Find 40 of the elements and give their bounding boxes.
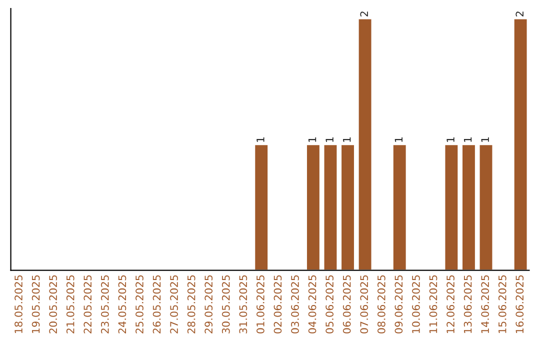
x-tick-label: 31.05.2025 <box>239 275 248 334</box>
data-label: 1 <box>464 137 472 142</box>
x-tick-label: 14.06.2025 <box>481 275 490 333</box>
x-tick-label: 15.06.2025 <box>498 275 506 333</box>
x-tick-label: 26.05.2025 <box>152 275 161 334</box>
x-tick-label: 06.06.2025 <box>342 275 351 334</box>
data-label: 1 <box>326 137 334 142</box>
data-label: 1 <box>481 137 489 142</box>
x-tick-label: 29.05.2025 <box>204 275 213 334</box>
x-tick-label: 18.05.2025 <box>14 275 22 333</box>
data-label: 2 <box>360 12 368 16</box>
data-label: 1 <box>256 137 264 142</box>
x-tick-label: 30.05.2025 <box>222 275 230 334</box>
x-tick-label: 22.05.2025 <box>84 275 92 334</box>
x-tick-label: 13.06.2025 <box>464 275 472 333</box>
x-tick-label: 11.06.2025 <box>429 275 438 333</box>
x-tick-label: 27.05.2025 <box>170 275 178 334</box>
x-tick-label: 19.05.2025 <box>32 275 40 333</box>
x-tick-label: 05.06.2025 <box>326 275 334 334</box>
x-tick-label: 28.05.2025 <box>187 275 196 334</box>
data-label: 2 <box>516 12 524 16</box>
x-tick-label: 03.06.2025 <box>291 275 299 334</box>
x-tick-label: 12.06.2025 <box>446 275 454 333</box>
x-tick-label: 04.06.2025 <box>308 275 316 334</box>
x-tick-label: 24.05.2025 <box>118 275 126 334</box>
x-tick-label: 08.06.2025 <box>377 275 386 334</box>
x-tick-label: 16.06.2025 <box>516 275 524 333</box>
x-tick-label: 02.06.2025 <box>274 275 282 334</box>
data-label: 1 <box>394 137 402 142</box>
x-tick-label: 21.05.2025 <box>66 275 74 334</box>
x-tick-label: 20.05.2025 <box>49 275 58 334</box>
data-label: 1 <box>308 137 316 142</box>
data-label: 1 <box>343 137 351 142</box>
x-tick-label: 01.06.2025 <box>256 275 264 334</box>
x-tick-label: 10.06.2025 <box>412 275 420 333</box>
x-tick-label: 09.06.2025 <box>394 275 403 334</box>
x-tick-label: 07.06.2025 <box>360 275 368 334</box>
data-label: 1 <box>446 137 454 142</box>
x-tick-label: 25.05.2025 <box>136 275 144 334</box>
x-tick-label: 23.05.2025 <box>100 275 109 334</box>
